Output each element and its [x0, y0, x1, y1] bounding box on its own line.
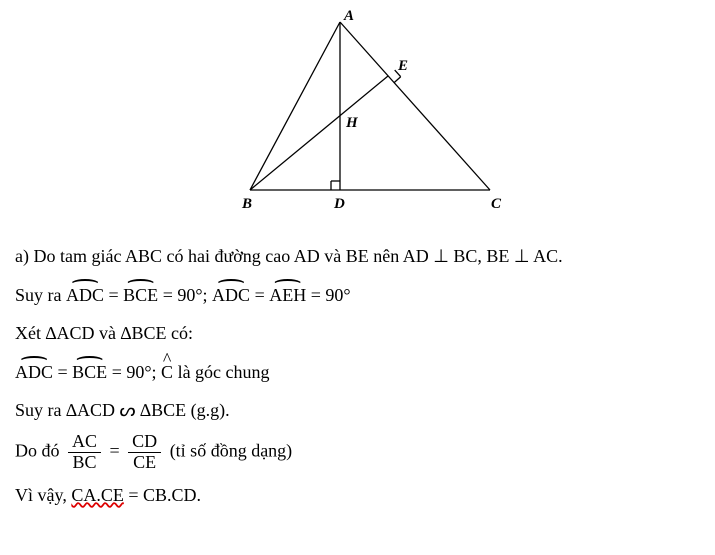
text: là góc chung	[178, 362, 270, 382]
perp-symbol: ⊥	[514, 246, 530, 266]
perp-symbol: ⊥	[433, 246, 449, 266]
paragraph-dodo: Do đó AC BC = CD CE (tỉ số đồng dạng)	[15, 432, 700, 473]
numerator: AC	[68, 432, 101, 453]
paragraph-suyra-1: Suy ra ADC = BCE = 90°; ADC = AEH = 90°	[15, 279, 700, 311]
fraction-CD-CE: CD CE	[128, 432, 161, 473]
paragraph-angles: ADC = BCE = 90°; C là góc chung	[15, 356, 700, 388]
text: =	[110, 441, 125, 461]
text: AC.	[533, 246, 563, 266]
fraction-AC-BC: AC BC	[68, 432, 101, 473]
squiggle-text: CA.CE	[71, 485, 124, 505]
svg-text:D: D	[333, 196, 345, 210]
denominator: CE	[128, 453, 161, 473]
text: BC, BE	[453, 246, 514, 266]
numerator: CD	[128, 432, 161, 453]
paragraph-suyra-2: Suy ra ∆ACD ᔕ ∆BCE (g.g).	[15, 394, 700, 426]
denominator: BC	[68, 453, 101, 473]
arc-ADC: ADC	[212, 279, 250, 311]
svg-text:B: B	[241, 196, 252, 210]
text: (tỉ số đồng dạng)	[170, 441, 292, 461]
svg-text:E: E	[397, 58, 408, 74]
arc-ADC: ADC	[15, 356, 53, 388]
triangle-svg: A B C D E H	[188, 10, 528, 210]
arc-BCE: BCE	[72, 356, 107, 388]
text: Suy ra ∆ACD ᔕ ∆BCE (g.g).	[15, 400, 230, 420]
arc-ADC: ADC	[66, 279, 104, 311]
text: Vì vậy,	[15, 485, 71, 505]
text: = CB.CD.	[128, 485, 201, 505]
paragraph-vivay: Vì vậy, CA.CE = CB.CD.	[15, 479, 700, 511]
svg-text:H: H	[345, 115, 359, 131]
geometry-diagram: A B C D E H	[15, 10, 700, 220]
arc-AEH: AEH	[269, 279, 306, 311]
arc-BCE: BCE	[123, 279, 158, 311]
svg-text:A: A	[343, 10, 354, 24]
text: Do đó	[15, 441, 64, 461]
hat-C: C	[161, 356, 173, 388]
svg-text:C: C	[491, 196, 502, 210]
